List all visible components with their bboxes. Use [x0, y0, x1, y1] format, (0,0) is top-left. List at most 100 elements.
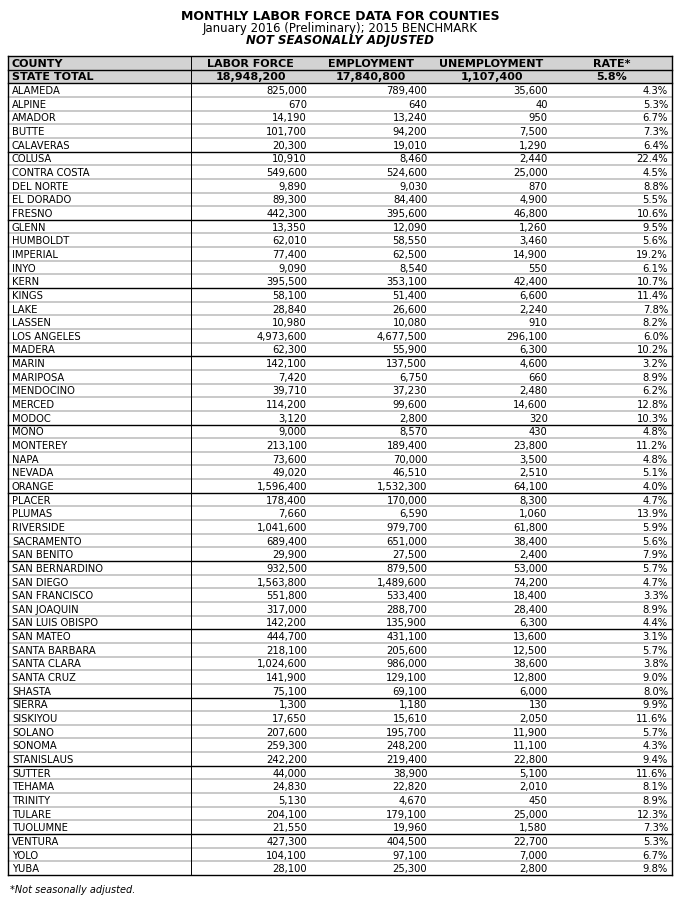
Text: 10,080: 10,080: [393, 318, 427, 328]
Text: 932,500: 932,500: [266, 563, 307, 573]
Text: 89,300: 89,300: [273, 195, 307, 205]
Text: 3,120: 3,120: [279, 414, 307, 424]
Text: 12,090: 12,090: [392, 222, 427, 232]
Text: 17,840,800: 17,840,800: [336, 72, 406, 82]
Text: 8.9%: 8.9%: [643, 372, 668, 382]
Text: 431,100: 431,100: [386, 631, 427, 641]
Text: KINGS: KINGS: [12, 291, 43, 301]
Text: NOT SEASONALLY ADJUSTED: NOT SEASONALLY ADJUSTED: [246, 34, 434, 47]
Text: 62,010: 62,010: [272, 236, 307, 246]
Text: 37,230: 37,230: [392, 386, 427, 396]
Text: 13,600: 13,600: [513, 631, 547, 641]
Text: 549,600: 549,600: [266, 168, 307, 178]
Text: 1,489,600: 1,489,600: [377, 577, 427, 587]
Text: 42,400: 42,400: [513, 277, 547, 287]
Text: 6,300: 6,300: [520, 345, 547, 355]
Text: MARIPOSA: MARIPOSA: [12, 372, 64, 382]
Text: 9,030: 9,030: [399, 182, 427, 191]
Text: 104,100: 104,100: [266, 850, 307, 860]
Text: 3,460: 3,460: [520, 236, 547, 246]
Text: 6.1%: 6.1%: [643, 264, 668, 274]
Text: 1,596,400: 1,596,400: [256, 481, 307, 491]
Text: 2,800: 2,800: [399, 414, 427, 424]
Text: 6,300: 6,300: [520, 618, 547, 628]
Text: 4.8%: 4.8%: [643, 427, 668, 437]
Text: 29,900: 29,900: [272, 550, 307, 560]
Text: 10.7%: 10.7%: [636, 277, 668, 287]
Text: SAN DIEGO: SAN DIEGO: [12, 577, 68, 587]
Text: TULARE: TULARE: [12, 809, 51, 819]
Text: 74,200: 74,200: [513, 577, 547, 587]
Text: 4,677,500: 4,677,500: [377, 331, 427, 341]
Text: 28,840: 28,840: [273, 304, 307, 314]
Text: 114,200: 114,200: [266, 400, 307, 410]
Text: 49,020: 49,020: [272, 468, 307, 478]
Text: 11,900: 11,900: [513, 727, 547, 737]
Text: SACRAMENTO: SACRAMENTO: [12, 536, 82, 546]
Text: LOS ANGELES: LOS ANGELES: [12, 331, 81, 341]
Text: NAPA: NAPA: [12, 454, 39, 464]
Text: 28,100: 28,100: [272, 863, 307, 873]
Text: 12,500: 12,500: [513, 645, 547, 655]
Text: AMADOR: AMADOR: [12, 113, 56, 124]
Text: 2,050: 2,050: [520, 713, 547, 723]
Text: 13,240: 13,240: [392, 113, 427, 124]
Text: 6.7%: 6.7%: [643, 113, 668, 124]
Text: 7.8%: 7.8%: [643, 304, 668, 314]
Text: 179,100: 179,100: [386, 809, 427, 819]
Text: *Not seasonally adjusted.: *Not seasonally adjusted.: [10, 884, 135, 894]
Text: SANTA BARBARA: SANTA BARBARA: [12, 645, 96, 655]
Text: MENDOCINO: MENDOCINO: [12, 386, 75, 396]
Text: SAN BERNARDINO: SAN BERNARDINO: [12, 563, 103, 573]
Text: CALAVERAS: CALAVERAS: [12, 141, 71, 151]
Text: 7,660: 7,660: [278, 508, 307, 518]
Text: 395,600: 395,600: [386, 209, 427, 219]
Text: 10,980: 10,980: [272, 318, 307, 328]
Text: MARIN: MARIN: [12, 358, 45, 368]
Text: 12.8%: 12.8%: [636, 400, 668, 410]
Text: MONTHLY LABOR FORCE DATA FOR COUNTIES: MONTHLY LABOR FORCE DATA FOR COUNTIES: [181, 10, 499, 23]
Text: 21,550: 21,550: [272, 823, 307, 833]
Text: 70,000: 70,000: [393, 454, 427, 464]
Bar: [8, 70, 672, 84]
Text: 3.3%: 3.3%: [643, 591, 668, 600]
Text: 38,400: 38,400: [513, 536, 547, 546]
Text: 9.8%: 9.8%: [643, 863, 668, 873]
Text: 64,100: 64,100: [513, 481, 547, 491]
Text: 640: 640: [409, 99, 427, 109]
Text: 8,570: 8,570: [399, 427, 427, 437]
Text: 2,440: 2,440: [520, 154, 547, 164]
Text: 6,000: 6,000: [520, 686, 547, 696]
Text: MADERA: MADERA: [12, 345, 55, 355]
Text: 444,700: 444,700: [266, 631, 307, 641]
Text: 7.9%: 7.9%: [643, 550, 668, 560]
Text: 5.7%: 5.7%: [643, 563, 668, 573]
Text: 8.9%: 8.9%: [643, 795, 668, 805]
Text: 1,563,800: 1,563,800: [256, 577, 307, 587]
Text: 2,480: 2,480: [520, 386, 547, 396]
Text: 1,532,300: 1,532,300: [377, 481, 427, 491]
Text: 870: 870: [529, 182, 547, 191]
Text: 189,400: 189,400: [386, 441, 427, 451]
Text: 204,100: 204,100: [266, 809, 307, 819]
Text: 5.1%: 5.1%: [643, 468, 668, 478]
Text: 242,200: 242,200: [266, 754, 307, 764]
Text: 1,107,400: 1,107,400: [460, 72, 523, 82]
Text: 2,510: 2,510: [519, 468, 547, 478]
Text: 353,100: 353,100: [386, 277, 427, 287]
Text: 427,300: 427,300: [266, 836, 307, 846]
Text: 22,700: 22,700: [513, 836, 547, 846]
Text: 213,100: 213,100: [266, 441, 307, 451]
Text: 651,000: 651,000: [386, 536, 427, 546]
Text: 40: 40: [535, 99, 547, 109]
Text: RATE*: RATE*: [593, 59, 630, 69]
Text: 10.6%: 10.6%: [636, 209, 668, 219]
Text: 19,010: 19,010: [392, 141, 427, 151]
Text: SANTA CLARA: SANTA CLARA: [12, 658, 81, 669]
Text: 2,400: 2,400: [520, 550, 547, 560]
Text: 39,710: 39,710: [272, 386, 307, 396]
Text: FRESNO: FRESNO: [12, 209, 52, 219]
Text: 550: 550: [528, 264, 547, 274]
Text: 296,100: 296,100: [507, 331, 547, 341]
Text: STANISLAUS: STANISLAUS: [12, 754, 73, 764]
